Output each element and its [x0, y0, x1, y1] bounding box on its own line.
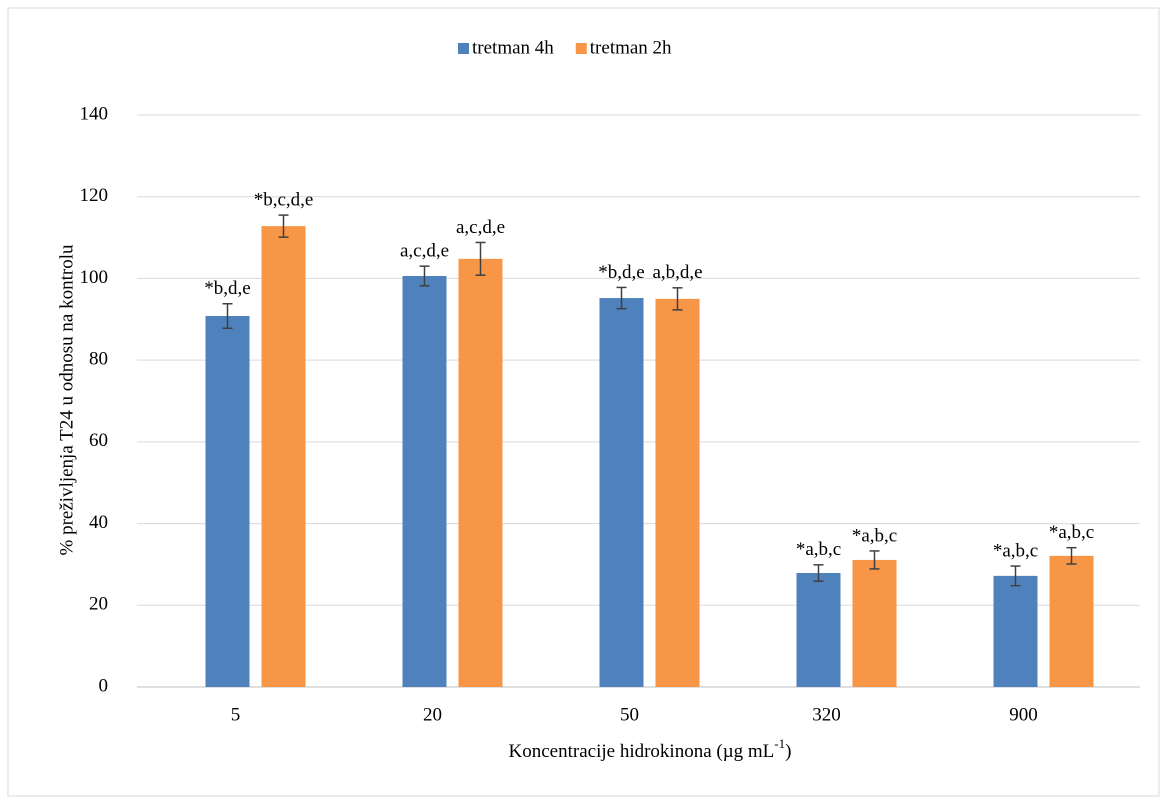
bar — [655, 298, 700, 687]
y-axis-label: % preživljenja T24 u odnosu na kontrolu — [56, 244, 77, 555]
legend-swatch — [458, 43, 469, 54]
bar — [1049, 555, 1094, 687]
y-tick-label: 60 — [89, 430, 108, 451]
y-tick-label: 40 — [89, 512, 108, 533]
bar — [852, 559, 897, 687]
legend-swatch — [575, 43, 587, 54]
legend-label: tretman 2h — [590, 37, 672, 58]
x-tick-label: 5 — [231, 704, 241, 725]
bar — [796, 573, 841, 687]
y-tick-label: 20 — [89, 594, 108, 615]
y-tick-label: 120 — [80, 185, 109, 206]
annotation: *b,c,d,e — [254, 189, 314, 210]
annotation: *a,b,c — [1049, 522, 1094, 543]
x-axis-label-sup: -1 — [774, 736, 785, 751]
x-tick-label: 50 — [620, 704, 639, 725]
legend-label: tretman 4h — [472, 37, 554, 58]
annotation: *a,b,c — [852, 525, 897, 546]
x-axis-label-end: ) — [785, 741, 791, 762]
bar — [599, 298, 644, 687]
bar — [993, 575, 1038, 687]
annotation: a,b,d,e — [652, 262, 702, 283]
x-tick-label: 900 — [1009, 704, 1038, 725]
y-tick-label: 80 — [89, 349, 108, 370]
annotation: a,c,d,e — [400, 241, 449, 262]
annotation: *b,d,e — [598, 262, 644, 283]
bar — [261, 226, 306, 688]
x-tick-label: 320 — [812, 704, 841, 725]
bar — [205, 316, 250, 687]
x-axis-label: Koncentracije hidrokinona (µg mL-1) — [509, 736, 792, 762]
chart-border — [7, 7, 1160, 797]
annotation: *b,d,e — [204, 278, 250, 299]
x-tick-label: 20 — [423, 704, 442, 725]
bar — [402, 275, 447, 687]
annotation: *a,b,c — [796, 539, 841, 560]
x-axis-label-text: Koncentracije hidrokinona (µg mL — [509, 741, 775, 762]
y-tick-label: 140 — [80, 103, 109, 124]
annotation: *a,b,c — [993, 540, 1038, 561]
annotation: a,c,d,e — [456, 217, 505, 238]
y-tick-label: 0 — [99, 675, 109, 696]
y-tick-label: 100 — [80, 267, 109, 288]
bar — [458, 258, 503, 687]
